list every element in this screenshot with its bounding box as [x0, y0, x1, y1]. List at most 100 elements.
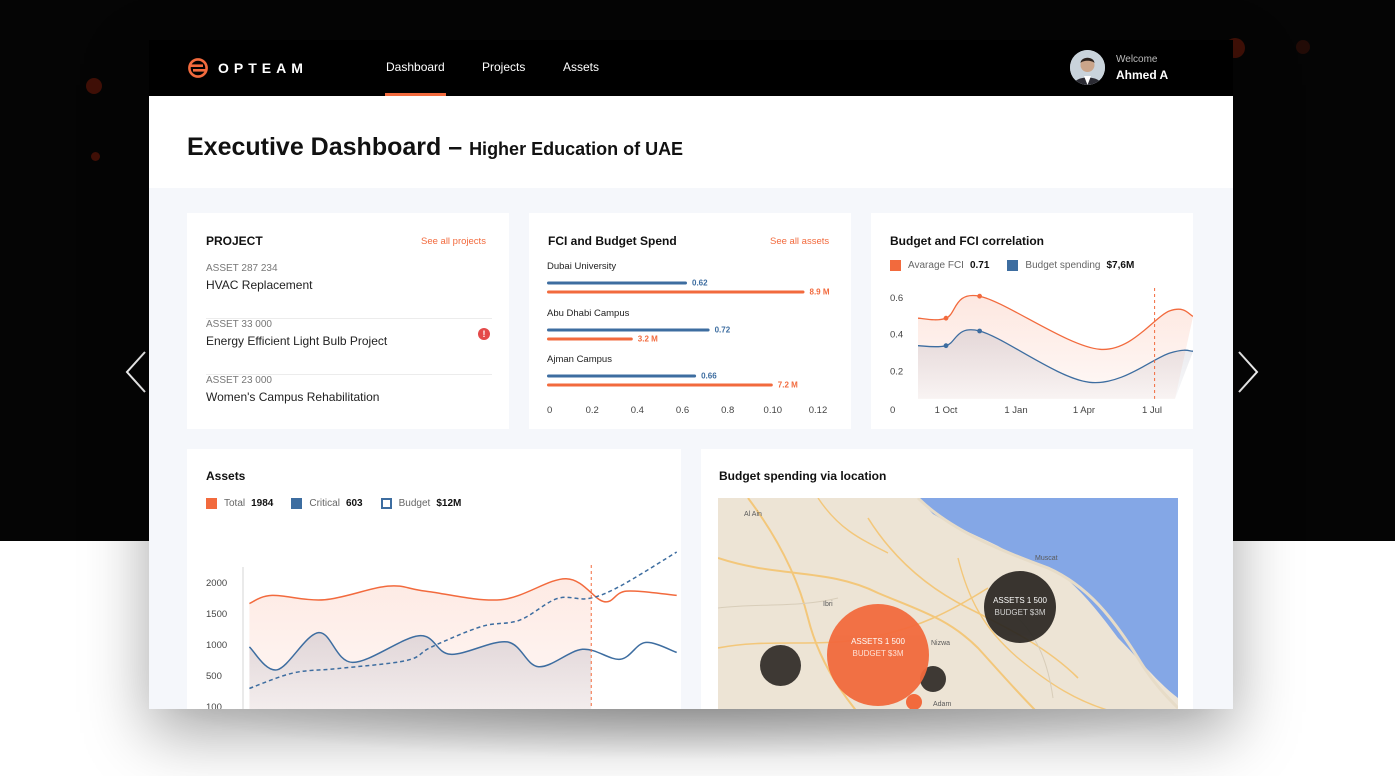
location-map[interactable]: Al Ain Ibri Muscat Nizwa Adam ASSETS 1 5…	[718, 498, 1178, 709]
tick-label: 0.4	[890, 330, 903, 341]
tick-label: 0.4	[631, 405, 644, 416]
legend-swatch	[206, 498, 217, 509]
next-arrow-icon[interactable]	[1236, 350, 1260, 394]
map-label: Al Ain	[744, 511, 762, 518]
legend-label: Budget	[398, 498, 431, 509]
tick-label: 2000	[206, 578, 227, 589]
page-title-text: Executive Dashboard –	[187, 133, 470, 161]
title-bar: Executive Dashboard – Higher Education o…	[149, 96, 1233, 188]
tick-label: 0.6	[890, 293, 903, 304]
series-line	[249, 577, 677, 605]
series-line	[248, 631, 677, 671]
category-label: Ajman Campus	[547, 354, 612, 365]
brand-logo[interactable]: OPTEAM	[187, 57, 308, 79]
legend-label: Budget spending	[1025, 260, 1101, 271]
prev-arrow-icon[interactable]	[124, 350, 148, 394]
bar	[547, 290, 805, 294]
area-fill	[249, 632, 592, 709]
series-line	[249, 551, 678, 690]
list-item[interactable]: ASSET 23 000 Women's Campus Rehabilitati…	[206, 375, 492, 431]
tick-label: 0.6	[676, 405, 689, 416]
project-name: HVAC Replacement	[206, 278, 313, 292]
bar	[547, 337, 633, 341]
tick-label: 1 Apr	[1073, 405, 1095, 416]
list-item[interactable]: ASSET 287 234 HVAC Replacement	[206, 263, 492, 319]
legend-label: Total	[224, 498, 246, 509]
correlation-card: Budget and FCI correlation Avarage FCI 0…	[871, 213, 1193, 429]
assets-card: Assets Total 1984 Critical 603 Budget $1…	[187, 449, 681, 709]
fci-bar-chart: Dubai University 0.62 8.9 M Abu Dhabi Campu…	[547, 261, 830, 416]
asset-code: ASSET 33 000	[206, 319, 272, 330]
legend-value: $7,6M	[1106, 260, 1135, 271]
bar	[547, 281, 687, 285]
tick-label: 500	[206, 671, 222, 682]
location-card: Budget spending via location Al Ain Ibri…	[701, 449, 1193, 709]
legend-swatch	[380, 498, 392, 509]
legend-value: 603	[345, 498, 363, 509]
data-label: 8.9 M	[810, 288, 830, 297]
card-title: PROJECT	[206, 234, 263, 248]
tick-label: 0.12	[809, 405, 828, 416]
asset-code: ASSET 23 000	[206, 375, 272, 386]
dashboard-window: OPTEAM Dashboard Projects Assets Welcome…	[149, 40, 1233, 709]
tick-label: 0.8	[721, 405, 734, 416]
legend-swatch	[1007, 260, 1019, 271]
tick-label: 1500	[206, 609, 227, 620]
card-title: Budget and FCI correlation	[890, 234, 1045, 248]
map-bubble[interactable]: ASSETS 1 500 BUDGET $3M	[984, 571, 1056, 643]
card-title: FCI and Budget Spend	[548, 234, 677, 248]
avatar[interactable]	[1070, 50, 1105, 85]
map-label: Ibri	[823, 601, 833, 608]
see-all-projects-link[interactable]: See all projects	[421, 236, 486, 247]
bar	[547, 374, 697, 378]
map-label: Muscat	[1035, 555, 1058, 562]
brand-logo-icon	[188, 58, 208, 78]
map-marker[interactable]	[760, 645, 801, 686]
card-title: Budget spending via location	[719, 469, 887, 483]
fci-budget-card: FCI and Budget Spend See all assets Duba…	[529, 213, 851, 429]
bubble-budget: BUDGET $3M	[852, 649, 904, 658]
tick-label: 1 Jul	[1142, 405, 1162, 416]
legend-label: Critical	[309, 498, 340, 509]
bar	[547, 328, 710, 332]
map-marker[interactable]	[906, 694, 922, 709]
tick-label: 100	[206, 702, 222, 709]
data-label: 0.72	[715, 326, 731, 335]
area-fill	[918, 329, 1193, 399]
tick-label: 0.2	[890, 366, 903, 377]
category-label: Dubai University	[547, 261, 616, 272]
legend-label: Avarage FCI	[908, 260, 964, 271]
data-point	[943, 315, 949, 321]
tick-label: 1000	[206, 640, 227, 651]
data-label: 3.2 M	[638, 335, 658, 344]
legend-swatch	[890, 260, 901, 271]
map-bubble[interactable]: ASSETS 1 500 BUDGET $3M	[827, 604, 929, 706]
welcome-label: Welcome	[1116, 54, 1158, 65]
legend-value: 1984	[251, 498, 274, 509]
tick-label: 0.10	[764, 405, 783, 416]
tick-label: 1 Jan	[1004, 405, 1027, 416]
legend-swatch	[291, 498, 303, 509]
data-point	[977, 293, 982, 299]
nav-assets[interactable]: Assets	[563, 60, 600, 74]
tick-label: 0.2	[586, 405, 599, 416]
legend-value: 0.71	[969, 260, 990, 271]
card-title: Assets	[206, 469, 246, 483]
data-label: 0.66	[701, 372, 717, 381]
legend-value: $12M	[436, 498, 462, 509]
user-name[interactable]: Ahmed A	[1116, 68, 1169, 82]
correlation-line-chart: 0 0.2 0.4 0.6 1 Oct 1 Jan 1 Apr 1 Jul	[890, 288, 1193, 416]
bubble-budget: BUDGET $3M	[994, 608, 1046, 617]
tick-label: 0	[890, 405, 895, 416]
page-title: Executive Dashboard – Higher Education o…	[187, 133, 683, 162]
nav-dashboard[interactable]: Dashboard	[385, 60, 446, 96]
map-label: Nizwa	[931, 640, 951, 647]
nav-projects[interactable]: Projects	[482, 60, 526, 74]
data-label: 7.2 M	[778, 381, 798, 390]
data-point	[943, 343, 949, 349]
list-item[interactable]: ASSET 33 000 Energy Efficient Light Bulb…	[206, 319, 492, 375]
page-subtitle: Higher Education of UAE	[469, 139, 684, 159]
alert-icon[interactable]: !	[478, 328, 490, 340]
see-all-assets-link[interactable]: See all assets	[770, 236, 830, 247]
